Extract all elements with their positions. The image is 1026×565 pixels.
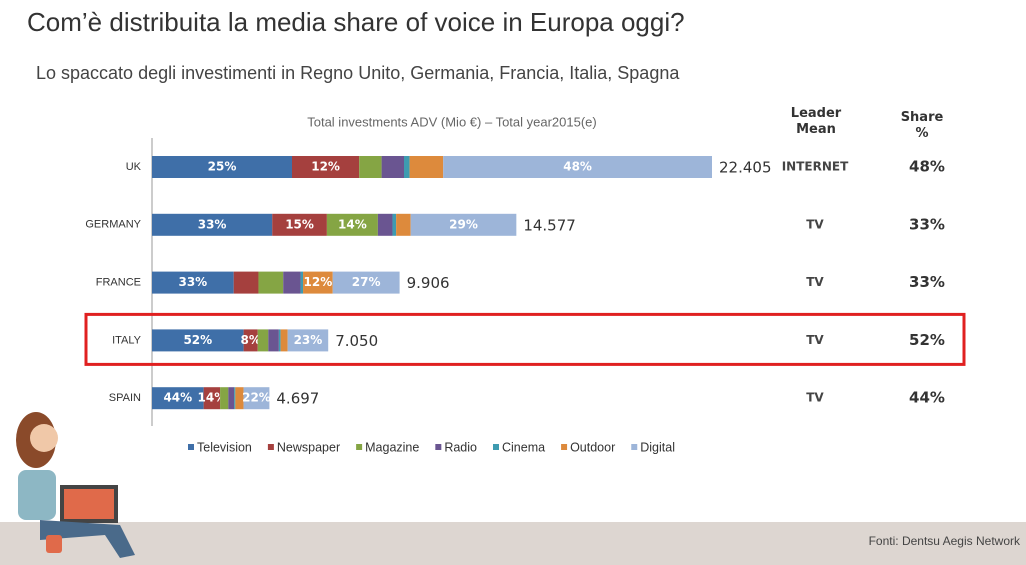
category-label: GERMANY: [85, 219, 141, 231]
bar-segment: [233, 271, 259, 294]
data-label: 14%: [338, 217, 367, 231]
data-label: 22%: [242, 391, 271, 405]
bar-segment: [396, 213, 411, 236]
legend-swatch: [356, 444, 363, 450]
bar-segment: [381, 156, 404, 178]
legend-swatch: [493, 444, 499, 450]
bar-segment: [283, 271, 301, 294]
legend-label: Newspaper: [277, 440, 340, 454]
data-label: 44%: [163, 391, 192, 405]
bar-segment: [258, 271, 284, 294]
highlight-box: [84, 312, 966, 366]
share-cell: 33%: [909, 215, 945, 233]
slide-subtitle: Lo spaccato degli investimenti in Regno …: [36, 63, 680, 83]
bar-segment: [332, 271, 400, 294]
category-label: ITALY: [112, 334, 142, 346]
bar-segment: [243, 387, 270, 410]
bar-segment: [409, 156, 444, 178]
legend-label: Cinema: [502, 440, 545, 454]
data-label: 33%: [198, 217, 227, 231]
bar-segment: [220, 387, 229, 410]
bar-segment: [228, 387, 235, 410]
legend-label: Television: [197, 440, 252, 454]
legend-swatch: [188, 444, 194, 450]
data-label: 23%: [294, 333, 323, 347]
bar-segment: [152, 271, 234, 294]
share-cell: 33%: [909, 273, 945, 291]
category-label: UK: [126, 161, 142, 173]
data-label: 12%: [304, 275, 333, 289]
chart-title: Total investments ADV (Mio €) – Total ye…: [307, 114, 597, 129]
total-label: 7.050: [335, 332, 378, 350]
data-label: 29%: [449, 217, 478, 231]
leader-cell: TV: [806, 333, 824, 347]
data-label: 48%: [563, 160, 592, 174]
footer-band: [0, 522, 1026, 565]
data-label: 14%: [198, 391, 227, 405]
bar-segment: [152, 156, 292, 178]
category-label: SPAIN: [109, 392, 141, 404]
table-header: Leader Mean: [790, 106, 842, 137]
data-label: 8%: [240, 333, 260, 347]
bar-segment: [257, 329, 269, 352]
source: Fonti: Dentsu Aegis Network: [869, 534, 1021, 548]
share-cell: 52%: [909, 331, 945, 349]
legend-swatch: [561, 444, 568, 450]
category-label: FRANCE: [96, 277, 141, 289]
bar-segment: [443, 156, 712, 178]
bar-segment: [287, 329, 329, 352]
bar-segment: [152, 329, 244, 352]
data-label: 52%: [183, 333, 212, 347]
bar-segment: [326, 213, 378, 236]
bar-segment: [203, 387, 221, 410]
bar-segment: [272, 213, 327, 236]
bar-segment: [392, 213, 397, 236]
legend-label: Digital: [640, 440, 675, 454]
bar-segment: [152, 213, 273, 236]
legend-swatch: [631, 444, 638, 450]
illustration: [16, 412, 135, 558]
share-cell: 44%: [909, 389, 945, 407]
bar-segment: [243, 329, 258, 352]
legend-label: Magazine: [365, 440, 419, 454]
bar-segment: [300, 271, 304, 294]
data-label: 25%: [208, 160, 237, 174]
leader-cell: TV: [806, 275, 824, 289]
table-header: Share %: [900, 110, 944, 141]
bar-segment: [377, 213, 393, 236]
leader-cell: TV: [806, 391, 824, 405]
slide-title: Com’è distribuita la media share of voic…: [27, 7, 685, 37]
total-label: 14.577: [523, 216, 576, 234]
data-label: 27%: [352, 275, 381, 289]
bar-segment: [410, 213, 517, 236]
bar-segment: [235, 387, 244, 410]
data-label: 33%: [178, 275, 207, 289]
bar-segment: [152, 387, 204, 410]
bar-segment: [404, 156, 410, 178]
data-label: 12%: [311, 160, 340, 174]
legend-swatch: [435, 444, 442, 450]
bar-segment: [278, 329, 281, 352]
bar-segment: [303, 271, 333, 294]
data-label: 15%: [285, 217, 314, 231]
legend-label: Radio: [444, 440, 477, 454]
total-label: 9.906: [407, 274, 450, 292]
bar-segment: [292, 156, 360, 178]
bar-segment: [234, 387, 236, 410]
share-cell: 48%: [909, 158, 945, 176]
bar-segment: [268, 329, 279, 352]
legend-label: Outdoor: [570, 440, 615, 454]
legend-swatch: [267, 444, 274, 450]
total-label: 4.697: [276, 390, 319, 408]
bar-segment: [359, 156, 382, 178]
total-label: 22.405: [719, 159, 772, 177]
bar-segment: [280, 329, 288, 352]
leader-cell: INTERNET: [782, 160, 849, 174]
leader-cell: TV: [806, 217, 824, 231]
